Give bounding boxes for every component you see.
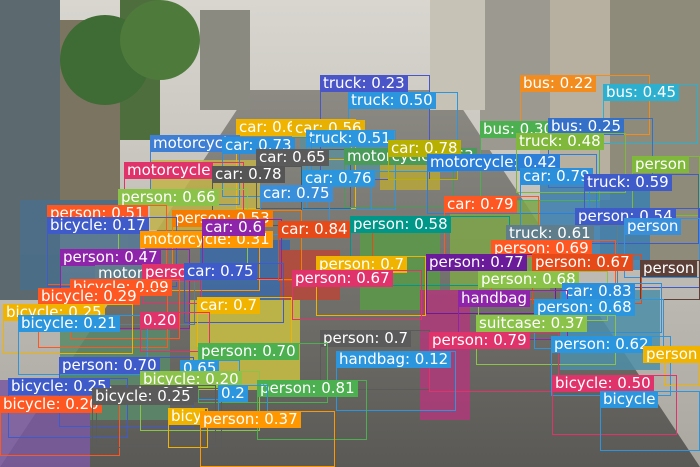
detection-label: car: 0.79 [444,196,517,213]
detection-label: bicycle: 0.21 [18,315,120,332]
detection-label: car: 0.78 [212,166,285,183]
detection-label: truck: 0.59 [584,174,672,191]
detection-label: truck: 0.50 [348,92,436,109]
detection-label: motorcycle: 0.42 [427,154,560,171]
detection-label: truck: 0.23 [320,75,408,92]
detection-label: person: 0.77 [426,254,527,271]
detection-label: handbag [458,290,530,307]
detection-label: person: 0.81 [257,380,358,397]
detection-label: bus: 0.25 [548,118,625,135]
detection-label: bicycle: 0.25 [92,388,194,405]
detection-label: person: 0.67 [292,270,393,287]
detection-label: bicy [168,408,205,425]
detection-label: car: 0.75 [184,263,257,280]
detection-label: bicycle: 0.20 [0,396,102,413]
detection-label: person [624,218,682,235]
detection-label: bicycle: 0.29 [38,288,140,305]
detection-label: person [640,260,698,277]
detection-label: truck: 0.48 [516,133,604,150]
detection-label: 0.2 [218,385,248,402]
detection-label: bus: 0.22 [520,75,597,92]
detection-label: person: 0.47 [60,249,161,266]
detection-label: car: 0.6 [202,219,266,236]
detection-label: person: 0.58 [350,216,451,233]
detection-label: truck: 0.61 [506,225,594,242]
detection-label: car: 0.79 [520,168,593,185]
detection-label: person: 0.70 [198,343,299,360]
detection-label: bicycle: 0.17 [47,217,149,234]
detection-label: bicycle: 0.50 [552,375,654,392]
detection-label: car: 0.7 [197,297,261,314]
detection-label: person: 0.37 [200,411,301,428]
detection-label: motorcycle [150,135,240,152]
detection-label: person [643,346,700,363]
detection-label: bicycle [600,391,659,408]
detection-label: motorcycle [124,162,214,179]
detection-label: car: 0.84 [278,221,351,238]
detection-label: car: 0.76 [302,170,375,187]
detection-label: car: 0.65 [256,149,329,166]
detection-label: car: 0.78 [388,140,461,157]
detection-label: car: 0.75 [260,185,333,202]
detection-label: person: 0.7 [316,256,408,273]
detection-label: person: 0.67 [532,254,633,271]
detection-label: 0.20 [140,312,180,329]
detection-label: person: 0.7 [320,330,412,347]
detection-label: bicycle: 0.25 [8,378,110,395]
detection-label: person: 0.69 [491,240,592,257]
detection-label: bus: 0.45 [603,84,680,101]
detection-label: person [632,156,690,173]
detection-label: person: 0.70 [59,357,160,374]
detection-label: car: 0.83 [562,283,635,300]
detection-label: bicycle: 0.20 [140,371,242,388]
detection-label: person: 0.62 [551,336,652,353]
detection-label: truck: 0.51 [306,130,394,147]
detection-label: car: 0.62 [236,119,309,136]
detection-label: suitcase: 0.37 [476,315,588,332]
detection-label: handbag: 0.12 [336,351,452,368]
detection-label: person: 0.68 [478,271,579,288]
detection-label: person: 0.66 [118,189,219,206]
detection-label: person: 0.68 [534,299,635,316]
detection-label: person: 0.79 [429,332,530,349]
